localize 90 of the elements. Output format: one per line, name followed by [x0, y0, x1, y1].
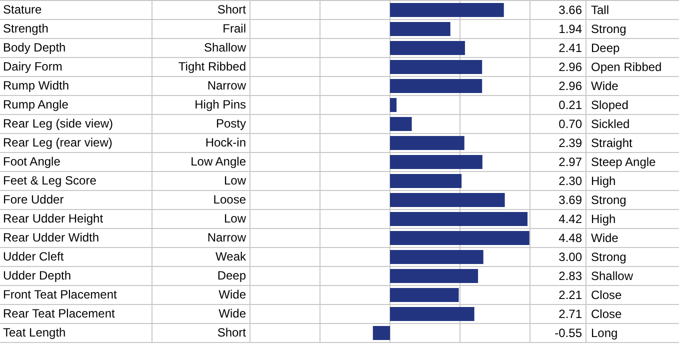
data-label: 2.71	[558, 307, 582, 321]
data-label: 2.30	[558, 174, 582, 188]
y2-tick-label: Strong	[591, 22, 626, 36]
text: High Pins	[194, 98, 246, 112]
text: Hock-in	[205, 136, 246, 150]
text: Narrow	[207, 78, 246, 92]
bar	[390, 155, 482, 169]
data-label: 2.21	[558, 288, 582, 302]
y2-tick-label: Open Ribbed	[591, 60, 662, 74]
data-label: 0.70	[558, 117, 582, 131]
data-label: 0.21	[558, 98, 582, 112]
y-tick-label: Body Depth	[3, 40, 66, 54]
y-tick-label: Rear Leg (side view)	[3, 116, 114, 130]
y2-tick-label: Shallow	[591, 269, 634, 283]
text: Low	[224, 212, 246, 226]
y2-tick-label: High	[591, 212, 616, 226]
y-tick-label: Strength	[3, 22, 48, 36]
bar	[372, 326, 390, 340]
data-label: 3.66	[558, 3, 582, 17]
bar	[390, 174, 462, 188]
bar	[390, 269, 478, 283]
data-label: 2.96	[558, 60, 582, 74]
data-label: 2.41	[558, 41, 582, 55]
y-tick-label: Rear Teat Placement	[3, 306, 116, 320]
bar	[390, 117, 412, 131]
y-tick-label: Rear Udder Height	[3, 212, 104, 226]
bar	[390, 307, 474, 321]
y-tick-label: Foot Angle	[3, 154, 61, 168]
bar	[390, 98, 397, 112]
text: Posty	[216, 116, 246, 130]
text: Deep	[217, 268, 246, 282]
bar	[390, 231, 530, 245]
bar	[390, 60, 482, 74]
data-label: 2.96	[558, 79, 582, 93]
text: Wide	[218, 288, 246, 302]
y2-tick-label: Close	[591, 288, 622, 302]
bar	[390, 41, 465, 55]
y-tick-label: Stature	[3, 2, 42, 16]
y2-tick-label: Sloped	[591, 98, 628, 112]
text: Frail	[222, 22, 246, 36]
y-tick-label: Dairy Form	[3, 60, 62, 74]
y-tick-label: Front Teat Placement	[3, 288, 118, 302]
text: Short	[217, 2, 247, 16]
y2-tick-label: Close	[591, 307, 622, 321]
text: Low Angle	[190, 154, 246, 168]
bar	[390, 212, 528, 226]
y2-tick-label: Straight	[591, 136, 634, 150]
y2-tick-label: Sickled	[591, 117, 630, 131]
y2-tick-label: High	[591, 174, 616, 188]
y-tick-label: Teat Length	[3, 326, 66, 340]
bar	[390, 3, 504, 17]
data-label: 3.69	[558, 193, 582, 207]
y2-tick-label: Deep	[591, 41, 620, 55]
text: Loose	[213, 192, 246, 206]
y2-tick-label: Tall	[591, 3, 610, 17]
bar	[390, 79, 482, 93]
y2-tick-label: Strong	[591, 250, 626, 264]
y-tick-label: Fore Udder	[3, 192, 64, 206]
data-label: 1.94	[558, 22, 582, 36]
data-label: 3.00	[558, 250, 582, 264]
data-label: 2.39	[558, 136, 582, 150]
y-tick-label: Rear Udder Width	[3, 230, 100, 244]
bar	[390, 193, 505, 207]
data-label: 4.42	[558, 212, 582, 226]
data-label: -0.55	[554, 326, 582, 340]
y2-tick-label: Long	[591, 326, 618, 340]
y2-tick-label: Strong	[591, 193, 626, 207]
text: Narrow	[207, 230, 246, 244]
y2-tick-label: Wide	[591, 231, 619, 245]
data-label: 4.48	[558, 231, 582, 245]
bar	[390, 136, 464, 150]
y-tick-label: Rump Width	[3, 78, 70, 92]
y-tick-label: Udder Depth	[3, 268, 72, 282]
y-tick-label: Udder Cleft	[3, 250, 64, 264]
text: Wide	[218, 306, 246, 320]
y2-tick-label: Wide	[591, 79, 619, 93]
y2-tick-label: Steep Angle	[591, 155, 656, 169]
bar	[390, 288, 459, 302]
text: Tight Ribbed	[178, 60, 246, 74]
y-tick-label: Rump Angle	[3, 98, 69, 112]
y-tick-label: Rear Leg (rear view)	[3, 136, 112, 150]
bar	[390, 250, 484, 264]
text: Weak	[216, 250, 247, 264]
text: Short	[217, 326, 247, 340]
bar	[390, 22, 450, 36]
data-label: 2.97	[558, 155, 582, 169]
text: Shallow	[204, 40, 246, 54]
text: Low	[224, 174, 246, 188]
y-tick-label: Feet & Leg Score	[3, 174, 97, 188]
data-label: 2.83	[558, 269, 582, 283]
